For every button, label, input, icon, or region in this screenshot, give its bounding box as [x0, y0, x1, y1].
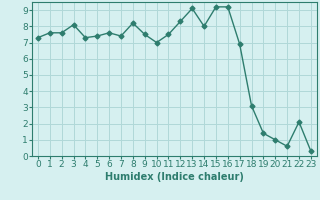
X-axis label: Humidex (Indice chaleur): Humidex (Indice chaleur) — [105, 172, 244, 182]
